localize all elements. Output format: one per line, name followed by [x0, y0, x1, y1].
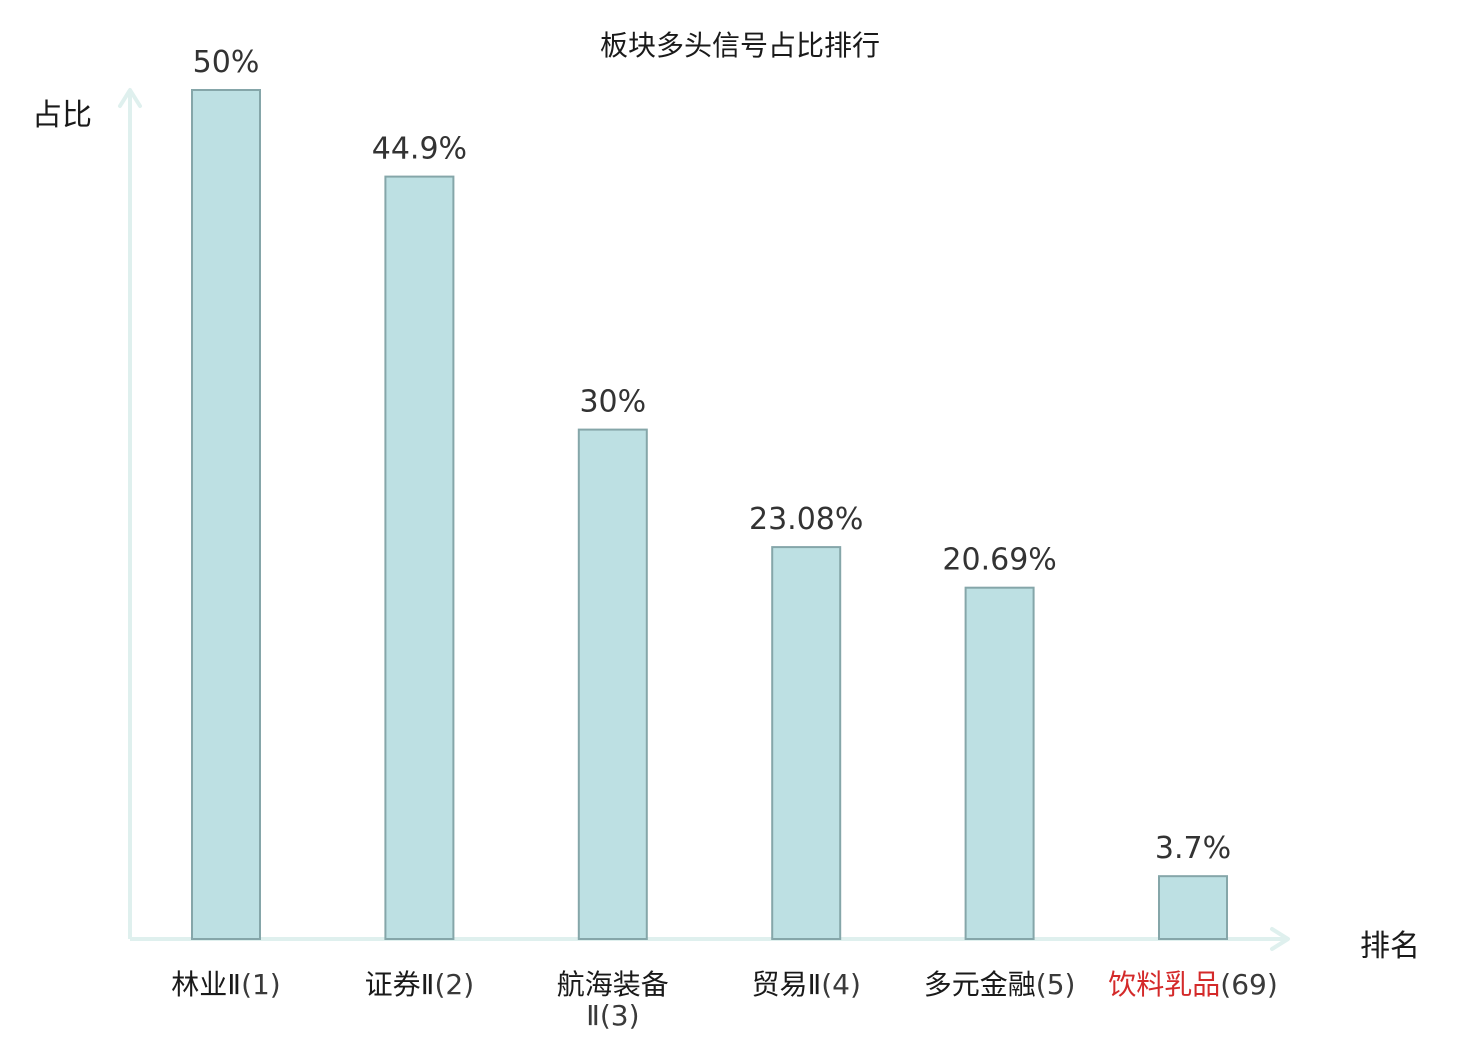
data-label: 44.9%	[372, 132, 467, 167]
data-label: 3.7%	[1155, 831, 1231, 866]
x-tick-label: 多元金融(5)	[924, 968, 1076, 1001]
bar	[964, 586, 1035, 940]
data-label: 50%	[193, 45, 260, 80]
x-tick-label: 航海装备	[557, 968, 669, 1001]
x-tick-label: 证券Ⅱ(2)	[365, 968, 474, 1001]
x-tick-label: Ⅱ(3)	[586, 999, 639, 1032]
bar	[1158, 875, 1228, 941]
x-tick-label: 林业Ⅱ(1)	[171, 968, 280, 1001]
bar	[191, 89, 261, 940]
x-axis-label: 排名	[1360, 929, 1420, 964]
chart-title: 板块多头信号占比排行	[599, 29, 880, 62]
x-axis-arrow	[1270, 927, 1290, 951]
y-axis-label: 占比	[32, 98, 92, 133]
y-axis-arrow	[118, 88, 142, 108]
data-label: 30%	[579, 385, 646, 420]
data-label: 23.08%	[749, 502, 863, 537]
data-label: 20.69%	[942, 543, 1056, 578]
bar	[384, 175, 455, 940]
bar	[577, 428, 648, 940]
x-tick-label: 贸易Ⅱ(4)	[751, 968, 860, 1001]
x-tick-label: 饮料乳品(69)	[1108, 968, 1278, 1001]
bar	[771, 546, 842, 941]
